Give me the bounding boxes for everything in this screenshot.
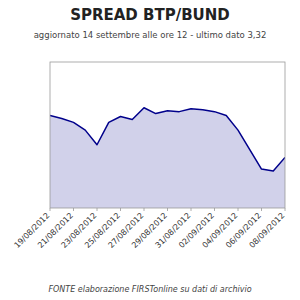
plot-frame [50,62,285,208]
area-fill [50,108,285,208]
x-tick [261,208,262,211]
plot-area [50,108,285,208]
x-tick [120,208,121,211]
x-tick [50,208,51,211]
x-tick [191,208,192,211]
x-tick-label: 08/09/2012 [247,211,286,250]
title: SPREAD BTP/BUND [70,6,230,24]
x-tick [214,208,215,211]
line [50,108,285,171]
x-tick [97,208,98,211]
subtitle: aggiornato 14 settembre alle ore 12 - ul… [34,30,267,40]
chart-container: SPREAD BTP/BUND aggiornato 14 settembre a… [0,0,300,300]
footer: FONTE elaborazione FIRSTonline su dati d… [48,285,251,294]
chart-svg: SPREAD BTP/BUND aggiornato 14 settembre a… [0,0,300,300]
x-tick [167,208,168,211]
x-tick [73,208,74,211]
x-tick [238,208,239,211]
x-tick [285,208,286,211]
x-tick [144,208,145,211]
